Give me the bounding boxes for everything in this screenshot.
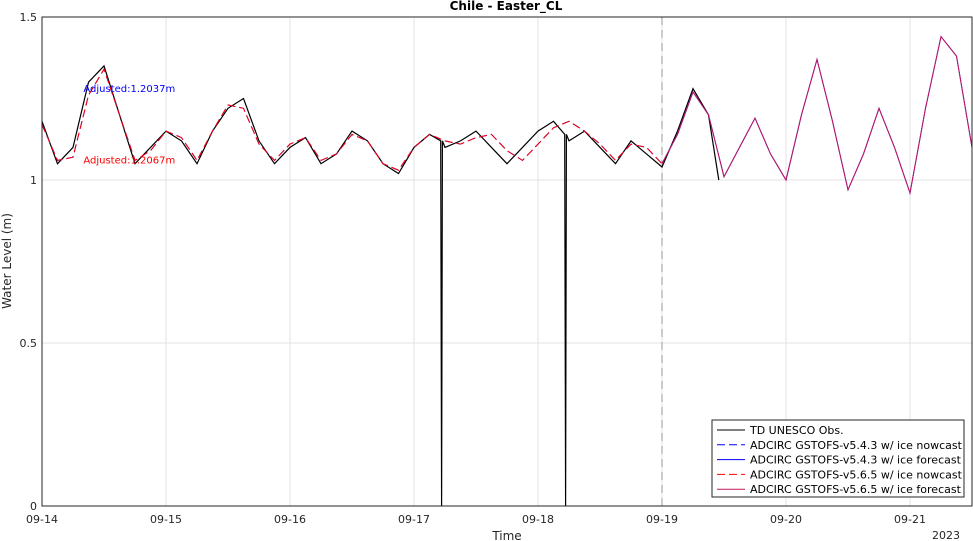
x-axis-label: Time (491, 529, 521, 541)
legend-box (711, 419, 965, 498)
legend-entry-label: ADCIRC GSTOFS-v5.4.3 w/ ice forecast (750, 454, 962, 467)
series-line-4 (661, 35, 973, 195)
annotations: Adjusted:1.2037m Adjusted:1.2067m (83, 84, 175, 167)
legend-entry-label: ADCIRC GSTOFS-v5.4.3 w/ ice nowcast (750, 439, 963, 452)
legend: TD UNESCO Obs. ADCIRC GSTOFS-v5.4.3 w/ ic… (711, 419, 965, 498)
chart-title: Chile - Easter_CL (450, 0, 563, 14)
series-group (41, 35, 973, 507)
x-tick-label: 09-15 (150, 513, 182, 526)
x-tick-label: 09-19 (646, 513, 678, 526)
x-tick-label: 09-14 (26, 513, 58, 526)
legend-entry-label: TD UNESCO Obs. (749, 424, 844, 437)
series-line-0 (41, 64, 720, 507)
x-tick-label: 09-17 (398, 513, 430, 526)
x-tick-label: 09-20 (770, 513, 802, 526)
series-line-3 (41, 68, 663, 171)
x-tick-label: 09-18 (522, 513, 554, 526)
x-axis-ticks: 09-14 09-15 09-16 09-17 09-18 09-19 09-20 09-21 (26, 513, 926, 526)
adjusted-annotation: Adjusted:1.2037m (83, 84, 175, 95)
legend-entry-label: ADCIRC GSTOFS-v5.6.5 w/ ice nowcast (750, 468, 963, 481)
plot-area-frame (41, 16, 973, 507)
legend-entry-label: ADCIRC GSTOFS-v5.6.5 w/ ice forecast (750, 483, 962, 496)
y-tick-label: 1 (30, 174, 37, 187)
x-tick-label: 09-21 (894, 513, 926, 526)
x-tick-label: 09-16 (274, 513, 306, 526)
y-axis-ticks: 0 0.5 1 1.5 (20, 11, 38, 513)
y-tick-label: 0.5 (20, 337, 38, 350)
y-tick-label: 0 (30, 500, 37, 513)
y-tick-label: 1.5 (20, 11, 38, 24)
adjusted-annotation: Adjusted:1.2067m (83, 156, 175, 167)
y-axis-label: Water Level (m) (0, 213, 14, 309)
x-axis-year-label: 2023 (932, 529, 960, 541)
